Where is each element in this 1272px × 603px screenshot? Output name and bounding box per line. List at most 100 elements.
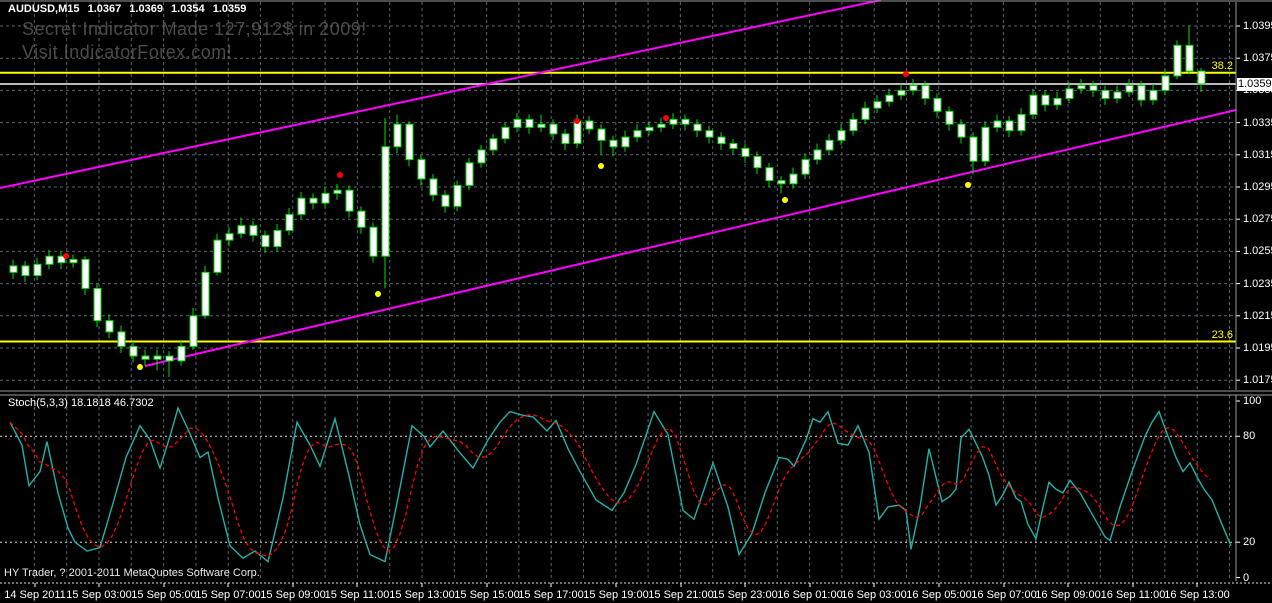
- watermark: Secret Indicator Made 127,912$ in 2009! …: [22, 18, 367, 64]
- watermark-line2: Visit IndicatorForex.com!: [22, 42, 233, 62]
- candle-body: [357, 210, 366, 228]
- candle-body: [189, 315, 198, 347]
- candle-body: [477, 149, 486, 164]
- candle-body: [729, 143, 738, 149]
- candle-body: [1041, 94, 1050, 106]
- candle-body: [213, 239, 222, 273]
- candle-body: [1161, 75, 1170, 91]
- candle-body: [537, 123, 546, 128]
- sell-signal-dot: [574, 118, 580, 124]
- candle-body: [1065, 88, 1074, 99]
- candle-body: [945, 110, 954, 125]
- candle-body: [369, 226, 378, 257]
- candle-body: [645, 126, 654, 132]
- candle-body: [1005, 120, 1014, 132]
- candle-body: [1137, 85, 1146, 101]
- candle-body: [429, 178, 438, 196]
- sell-signal-dot: [903, 71, 909, 77]
- candle-body: [165, 355, 174, 362]
- candle-body: [141, 355, 150, 360]
- candle-body: [45, 255, 54, 265]
- candle-body: [717, 136, 726, 145]
- sell-signal-dot: [337, 172, 343, 178]
- candle-body: [105, 320, 114, 333]
- symbol-ohlc-header: AUDUSD,M15 1.0367 1.0369 1.0354 1.0359: [8, 3, 251, 15]
- candle-body: [573, 120, 582, 145]
- candle-body: [1029, 94, 1038, 116]
- candle-body: [777, 180, 786, 185]
- symbol-label: AUDUSD,M15: [8, 3, 80, 15]
- candle-body: [129, 345, 138, 357]
- candle-body: [321, 192, 330, 204]
- candle-body: [753, 155, 762, 169]
- candle-body: [825, 139, 834, 151]
- candle-body: [69, 258, 78, 264]
- candle-body: [381, 146, 390, 257]
- stoch-main-line: [9, 406, 1232, 563]
- candle-body: [441, 194, 450, 207]
- candle-body: [981, 126, 990, 162]
- candle-body: [693, 123, 702, 132]
- candle-body: [1185, 44, 1194, 72]
- high-value: 1.0369: [129, 3, 163, 15]
- candle-body: [501, 126, 510, 140]
- candle-body: [57, 255, 66, 264]
- candle-body: [609, 139, 618, 148]
- candle-body: [513, 118, 522, 128]
- candle-body: [273, 229, 282, 248]
- candle-body: [621, 136, 630, 148]
- candle-body: [33, 263, 42, 277]
- candle-body: [585, 120, 594, 130]
- current-price-box: 1.0359: [1237, 77, 1272, 91]
- candle-body: [561, 133, 570, 145]
- candle-body: [297, 197, 306, 215]
- candle-body: [405, 123, 414, 161]
- candle-body: [93, 287, 102, 322]
- close-value: 1.0359: [212, 3, 247, 15]
- candle-body: [237, 225, 246, 235]
- candle-body: [933, 97, 942, 112]
- candle-body: [201, 271, 210, 317]
- candle-body: [1149, 89, 1158, 101]
- candle-body: [549, 123, 558, 135]
- candle-body: [657, 123, 666, 128]
- candle-body: [849, 118, 858, 132]
- candle-body: [1197, 70, 1206, 85]
- candle-body: [969, 136, 978, 162]
- candle-body: [669, 118, 678, 125]
- watermark-line1: Secret Indicator Made 127,912$ in 2009!: [22, 19, 367, 39]
- candle-body: [225, 233, 234, 241]
- candle-body: [1017, 114, 1026, 132]
- buy-signal-dot: [375, 291, 381, 297]
- buy-signal-dot: [965, 182, 971, 188]
- candle-body: [957, 123, 966, 138]
- candle-body: [897, 89, 906, 96]
- candle-body: [9, 265, 18, 273]
- candle-body: [789, 173, 798, 185]
- sell-signal-dot: [63, 253, 69, 259]
- copyright-text: HY Trader, ? 2001-2011 MetaQuotes Softwa…: [4, 567, 260, 579]
- candle-body: [861, 107, 870, 120]
- candle-body: [1053, 97, 1062, 106]
- candle-body: [393, 123, 402, 148]
- channel-line-lower: [144, 109, 1237, 367]
- candle-body: [1077, 85, 1086, 90]
- candle-body: [705, 130, 714, 138]
- candle-body: [81, 258, 90, 289]
- candle-body: [741, 147, 750, 157]
- candle-body: [117, 331, 126, 347]
- sell-signal-dot: [663, 115, 669, 121]
- candle-body: [333, 189, 342, 194]
- candle-body: [1113, 91, 1122, 99]
- candle-body: [1101, 89, 1110, 99]
- candle-body: [597, 128, 606, 141]
- candle-body: [837, 130, 846, 141]
- time-axis[interactable]: [0, 584, 1272, 603]
- candle-body: [801, 159, 810, 175]
- candle-body: [921, 85, 930, 99]
- candle-body: [489, 138, 498, 151]
- candle-body: [909, 85, 918, 91]
- stoch-indicator-label: Stoch(5,3,3) 18.1818 46.7302: [8, 397, 154, 409]
